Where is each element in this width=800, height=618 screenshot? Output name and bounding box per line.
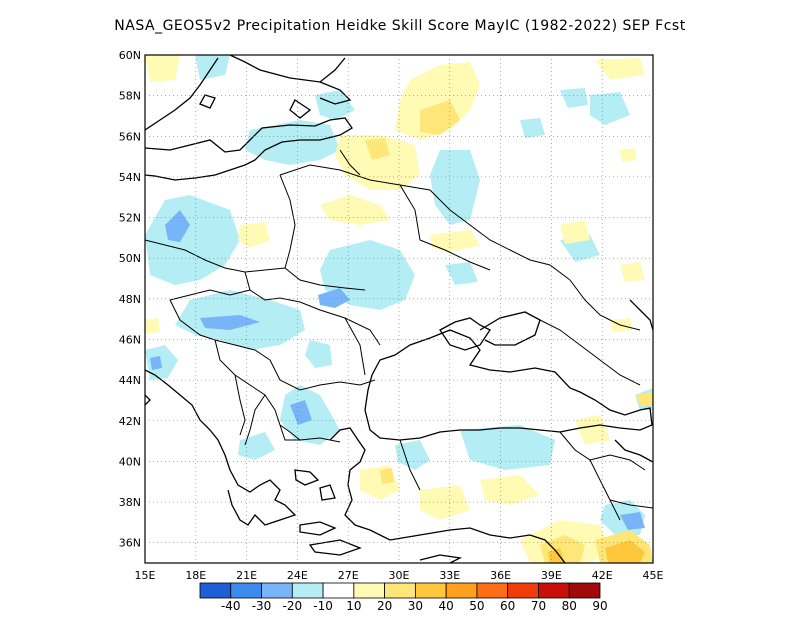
colorbar-label: 20 bbox=[377, 599, 392, 613]
colorbar-label: 40 bbox=[439, 599, 454, 613]
longitude-labels: 15E 18E 21E 24E 27E 30E 33E 36E 39E 42E 45E bbox=[135, 569, 664, 582]
colorbar: -40 -30 -20 -10 10 20 30 40 50 60 70 80 90 bbox=[199, 582, 608, 613]
colorbar-label: -40 bbox=[221, 599, 241, 613]
lat-tick-label: 50N bbox=[119, 252, 141, 265]
latitude-labels: 36N 38N 40N 42N 44N 46N 48N 50N 52N 54N 56N 58N 60N bbox=[119, 49, 141, 550]
lon-tick-label: 45E bbox=[643, 569, 664, 582]
lon-tick-label: 18E bbox=[185, 569, 206, 582]
lon-tick-label: 24E bbox=[287, 569, 308, 582]
lat-tick-label: 44N bbox=[119, 374, 141, 387]
lat-tick-label: 42N bbox=[119, 415, 141, 428]
gridlines bbox=[145, 55, 653, 563]
skill-shading bbox=[145, 55, 653, 563]
colorbar-swatch bbox=[353, 582, 386, 599]
colorbar-swatch bbox=[507, 582, 539, 599]
coastlines bbox=[145, 55, 653, 563]
lat-tick-label: 52N bbox=[119, 212, 141, 225]
lon-tick-label: 42E bbox=[592, 569, 613, 582]
colorbar-swatch bbox=[261, 582, 293, 599]
lat-tick-label: 38N bbox=[119, 496, 141, 509]
lat-tick-label: 36N bbox=[119, 537, 141, 550]
colorbar-swatch bbox=[476, 582, 509, 599]
colorbar-label: -10 bbox=[313, 599, 333, 613]
colorbar-label: -30 bbox=[252, 599, 272, 613]
lat-tick-label: 60N bbox=[119, 49, 141, 62]
colorbar-label: 50 bbox=[469, 599, 484, 613]
colorbar-label: 80 bbox=[562, 599, 577, 613]
colorbar-swatch bbox=[199, 582, 232, 599]
lat-tick-label: 54N bbox=[119, 171, 141, 184]
colorbar-swatch bbox=[568, 582, 601, 599]
strong-positive-patches bbox=[548, 540, 645, 563]
colorbar-label: 90 bbox=[592, 599, 607, 613]
lon-tick-label: 30E bbox=[389, 569, 410, 582]
moderate-negative-patches bbox=[150, 210, 645, 530]
lon-tick-label: 33E bbox=[439, 569, 460, 582]
colorbar-swatch bbox=[414, 582, 447, 599]
colorbar-swatch bbox=[538, 582, 570, 599]
lon-tick-label: 27E bbox=[338, 569, 359, 582]
colorbar-swatch bbox=[445, 582, 478, 599]
lon-tick-label: 39E bbox=[541, 569, 562, 582]
colorbar-label: 30 bbox=[408, 599, 423, 613]
lat-tick-label: 40N bbox=[119, 455, 141, 468]
colorbar-label: 60 bbox=[500, 599, 515, 613]
colorbar-label: 70 bbox=[531, 599, 546, 613]
lat-tick-label: 58N bbox=[119, 90, 141, 103]
lat-tick-label: 56N bbox=[119, 130, 141, 143]
lon-tick-label: 15E bbox=[135, 569, 156, 582]
colorbar-swatch bbox=[230, 582, 262, 599]
country-borders bbox=[145, 149, 653, 521]
lon-tick-label: 36E bbox=[490, 569, 511, 582]
lat-tick-label: 48N bbox=[119, 293, 141, 306]
lon-tick-label: 21E bbox=[236, 569, 257, 582]
colorbar-label: -20 bbox=[283, 599, 303, 613]
colorbar-swatch bbox=[291, 582, 324, 599]
chart-title: NASA_GEOS5v2 Precipitation Heidke Skill … bbox=[114, 18, 686, 34]
colorbar-swatch bbox=[322, 582, 355, 599]
colorbar-label: 10 bbox=[346, 599, 361, 613]
lat-tick-label: 46N bbox=[119, 333, 141, 346]
colorbar-swatch bbox=[384, 582, 416, 599]
